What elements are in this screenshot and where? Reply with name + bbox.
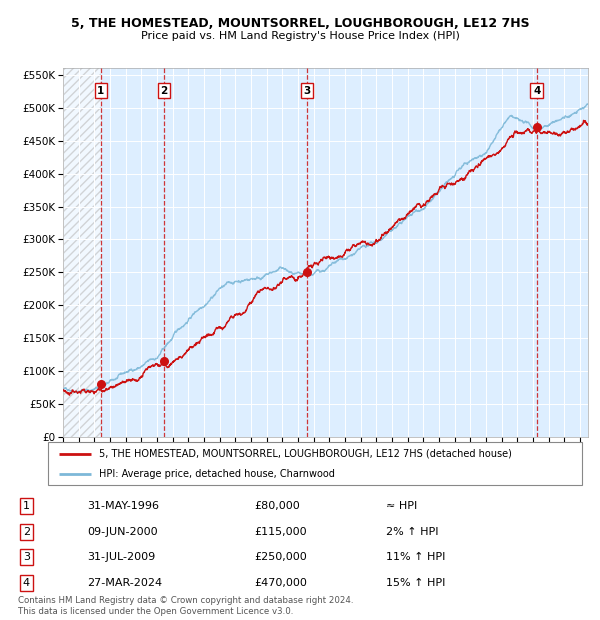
Text: HPI: Average price, detached house, Charnwood: HPI: Average price, detached house, Char… <box>99 469 335 479</box>
Text: 3: 3 <box>304 86 311 95</box>
Text: £470,000: £470,000 <box>254 578 307 588</box>
Text: £115,000: £115,000 <box>254 527 307 537</box>
Text: £250,000: £250,000 <box>254 552 307 562</box>
Text: Price paid vs. HM Land Registry's House Price Index (HPI): Price paid vs. HM Land Registry's House … <box>140 31 460 41</box>
Text: 5, THE HOMESTEAD, MOUNTSORREL, LOUGHBOROUGH, LE12 7HS (detached house): 5, THE HOMESTEAD, MOUNTSORREL, LOUGHBORO… <box>99 449 512 459</box>
Text: 15% ↑ HPI: 15% ↑ HPI <box>386 578 446 588</box>
Text: 09-JUN-2000: 09-JUN-2000 <box>87 527 158 537</box>
Text: 11% ↑ HPI: 11% ↑ HPI <box>386 552 446 562</box>
Text: 5, THE HOMESTEAD, MOUNTSORREL, LOUGHBOROUGH, LE12 7HS: 5, THE HOMESTEAD, MOUNTSORREL, LOUGHBORO… <box>71 17 529 30</box>
Text: 31-JUL-2009: 31-JUL-2009 <box>87 552 155 562</box>
Text: 1: 1 <box>97 86 104 95</box>
Text: 3: 3 <box>23 552 30 562</box>
Text: 2: 2 <box>23 527 30 537</box>
Text: 1: 1 <box>23 501 30 511</box>
Text: 31-MAY-1996: 31-MAY-1996 <box>87 501 159 511</box>
Text: 4: 4 <box>533 86 541 95</box>
Text: Contains HM Land Registry data © Crown copyright and database right 2024.
This d: Contains HM Land Registry data © Crown c… <box>18 596 353 616</box>
Text: 27-MAR-2024: 27-MAR-2024 <box>87 578 162 588</box>
Text: 2% ↑ HPI: 2% ↑ HPI <box>386 527 439 537</box>
Text: ≈ HPI: ≈ HPI <box>386 501 418 511</box>
Text: £80,000: £80,000 <box>254 501 299 511</box>
Bar <box>63 68 101 437</box>
Text: 4: 4 <box>23 578 30 588</box>
Text: 2: 2 <box>160 86 167 95</box>
